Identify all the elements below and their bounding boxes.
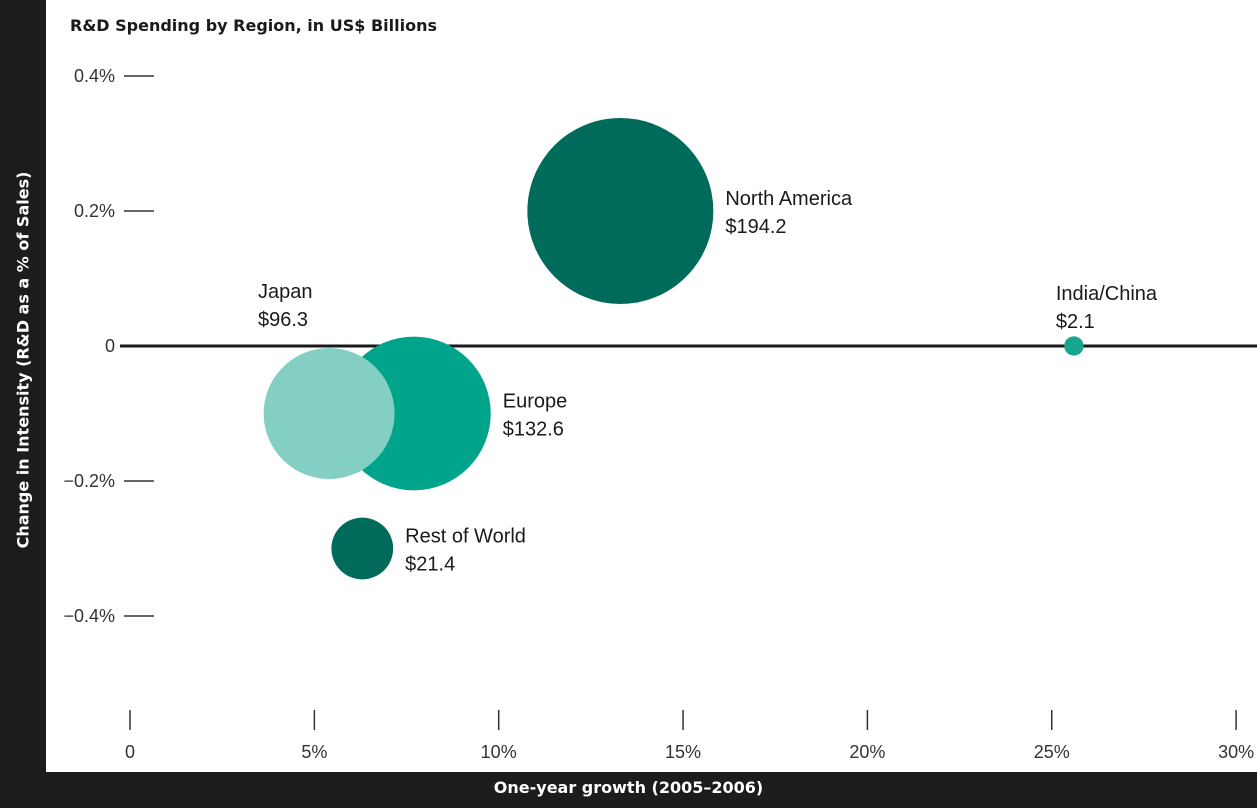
x-tick-label: 0 xyxy=(125,742,135,762)
y-tick-label: 0.4% xyxy=(74,66,115,86)
bubble-value-label: $194.2 xyxy=(725,216,786,238)
x-tick-label: 20% xyxy=(849,742,885,762)
bubble-value-label: $21.4 xyxy=(405,554,455,576)
x-axis-label-band xyxy=(0,772,1257,808)
x-tick-label: 10% xyxy=(481,742,517,762)
bubble-value-label: $132.6 xyxy=(503,419,564,441)
bubble-name-label: Rest of World xyxy=(405,526,526,548)
y-tick-label: −0.2% xyxy=(63,471,115,491)
chart-title: R&D Spending by Region, in US$ Billions xyxy=(70,16,437,35)
bubble-value-label: $96.3 xyxy=(258,309,308,331)
x-tick-label: 5% xyxy=(301,742,327,762)
x-tick-label: 30% xyxy=(1218,742,1254,762)
bubble-name-label: North America xyxy=(725,188,853,210)
y-tick-label: −0.4% xyxy=(63,606,115,626)
x-tick-label: 25% xyxy=(1034,742,1070,762)
bubble-name-label: Japan xyxy=(258,281,313,303)
bubble-japan xyxy=(263,348,395,479)
bubble-name-label: Europe xyxy=(503,391,568,413)
y-tick-label: 0.2% xyxy=(74,201,115,221)
x-tick-label: 15% xyxy=(665,742,701,762)
y-axis-label-band xyxy=(0,0,46,808)
bubble-india-china xyxy=(1064,336,1084,356)
bubble-chart: 0.4% 0.2% 0 −0.2% −0.4% 0 5% 10% 15% 20% 25% 30% Nor… xyxy=(63,66,1257,762)
y-tick-label: 0 xyxy=(105,336,115,356)
x-axis-label: One-year growth (2005–2006) xyxy=(493,778,764,797)
bubble-rest-of-world xyxy=(331,517,394,580)
bubble-north-america xyxy=(527,118,714,304)
bubble-name-label: India/China xyxy=(1056,283,1158,305)
bubble-value-label: $2.1 xyxy=(1056,311,1095,333)
